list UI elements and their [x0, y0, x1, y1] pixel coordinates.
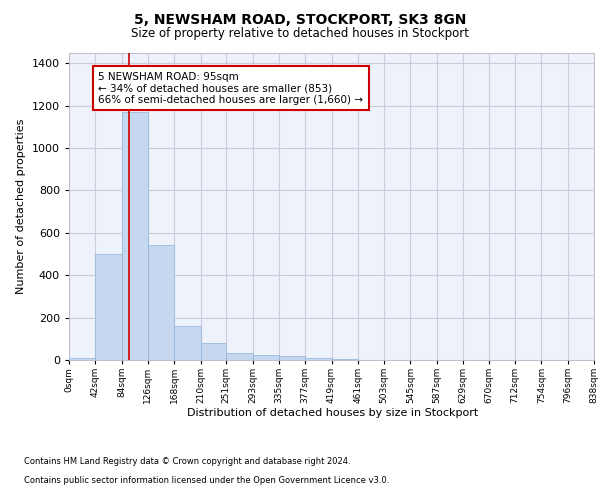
Text: Size of property relative to detached houses in Stockport: Size of property relative to detached ho… [131, 28, 469, 40]
Bar [69, 358, 95, 360]
Text: Contains public sector information licensed under the Open Government Licence v3: Contains public sector information licen… [24, 476, 389, 485]
Text: 5, NEWSHAM ROAD, STOCKPORT, SK3 8GN: 5, NEWSHAM ROAD, STOCKPORT, SK3 8GN [134, 12, 466, 26]
Bar [305, 358, 332, 360]
Bar [279, 356, 305, 360]
Bar [174, 326, 200, 360]
Bar [253, 354, 279, 360]
Bar [200, 343, 226, 360]
Bar [332, 359, 358, 360]
Bar [148, 246, 174, 360]
Bar [122, 112, 148, 360]
Y-axis label: Number of detached properties: Number of detached properties [16, 118, 26, 294]
Bar [95, 254, 122, 360]
Text: Contains HM Land Registry data © Crown copyright and database right 2024.: Contains HM Land Registry data © Crown c… [24, 458, 350, 466]
Text: 5 NEWSHAM ROAD: 95sqm
← 34% of detached houses are smaller (853)
66% of semi-det: 5 NEWSHAM ROAD: 95sqm ← 34% of detached … [98, 72, 364, 105]
Bar [226, 352, 253, 360]
Text: Distribution of detached houses by size in Stockport: Distribution of detached houses by size … [187, 408, 479, 418]
